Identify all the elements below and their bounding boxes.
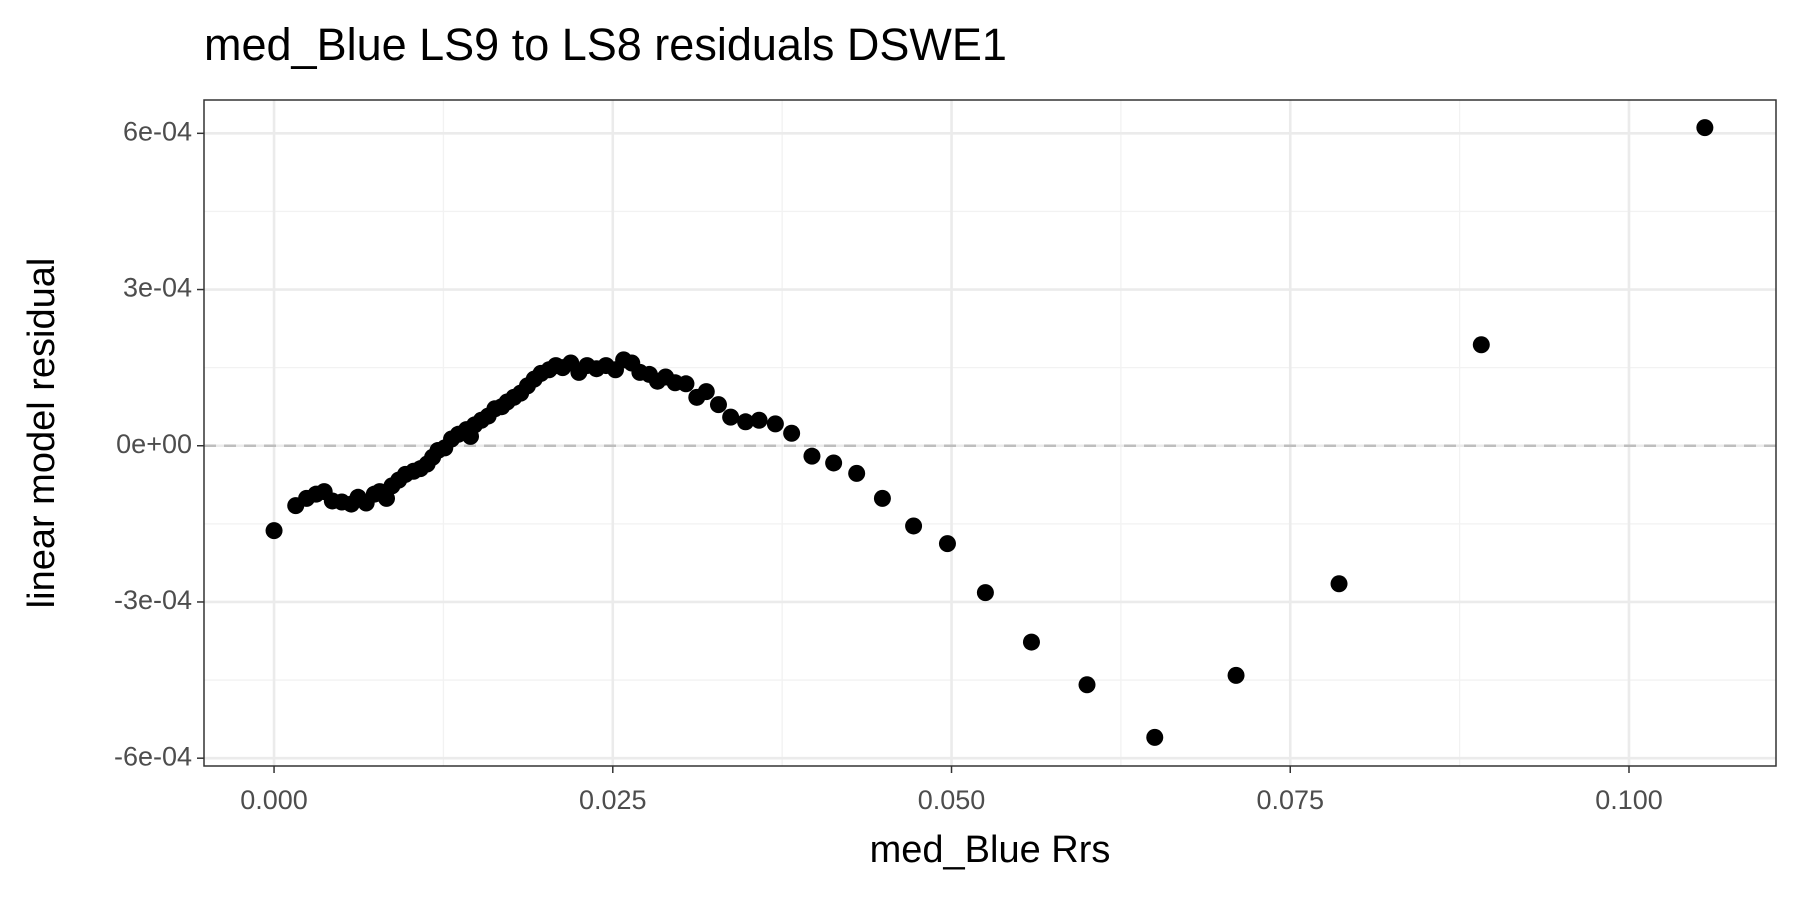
x-tick-label: 0.050 — [918, 785, 986, 815]
point — [803, 447, 821, 465]
point — [709, 396, 727, 414]
point — [1022, 633, 1040, 651]
point — [737, 413, 755, 431]
y-tick-label: -6e-04 — [114, 741, 192, 771]
point — [265, 522, 283, 540]
y-tick-label: 0e+00 — [116, 429, 192, 459]
point — [1227, 666, 1245, 684]
x-tick-label: 0.075 — [1256, 785, 1324, 815]
plot-panel — [204, 100, 1776, 766]
point — [722, 408, 740, 426]
point — [848, 464, 866, 482]
point — [938, 535, 956, 553]
point — [1078, 676, 1096, 694]
point — [825, 454, 843, 472]
point — [697, 383, 715, 401]
point — [1696, 119, 1714, 137]
point — [677, 375, 695, 393]
point — [976, 584, 994, 602]
point — [766, 415, 784, 433]
x-tick-label: 0.000 — [240, 785, 308, 815]
y-tick-label: 3e-04 — [123, 273, 192, 303]
point — [783, 424, 801, 442]
point — [873, 489, 891, 507]
point — [1472, 336, 1490, 354]
x-tick-label: 0.025 — [579, 785, 647, 815]
y-tick-label: 6e-04 — [123, 116, 192, 146]
point — [750, 411, 768, 429]
point — [1146, 728, 1164, 746]
point — [905, 517, 923, 535]
y-tick-label: -3e-04 — [114, 585, 192, 615]
x-tick-label: 0.100 — [1595, 785, 1663, 815]
panel-border — [203, 99, 1777, 767]
y-axis-title: linear model residual — [21, 258, 63, 609]
x-axis-title: med_Blue Rrs — [870, 829, 1111, 871]
point — [1330, 575, 1348, 593]
chart-title: med_Blue LS9 to LS8 residuals DSWE1 — [204, 19, 1007, 70]
